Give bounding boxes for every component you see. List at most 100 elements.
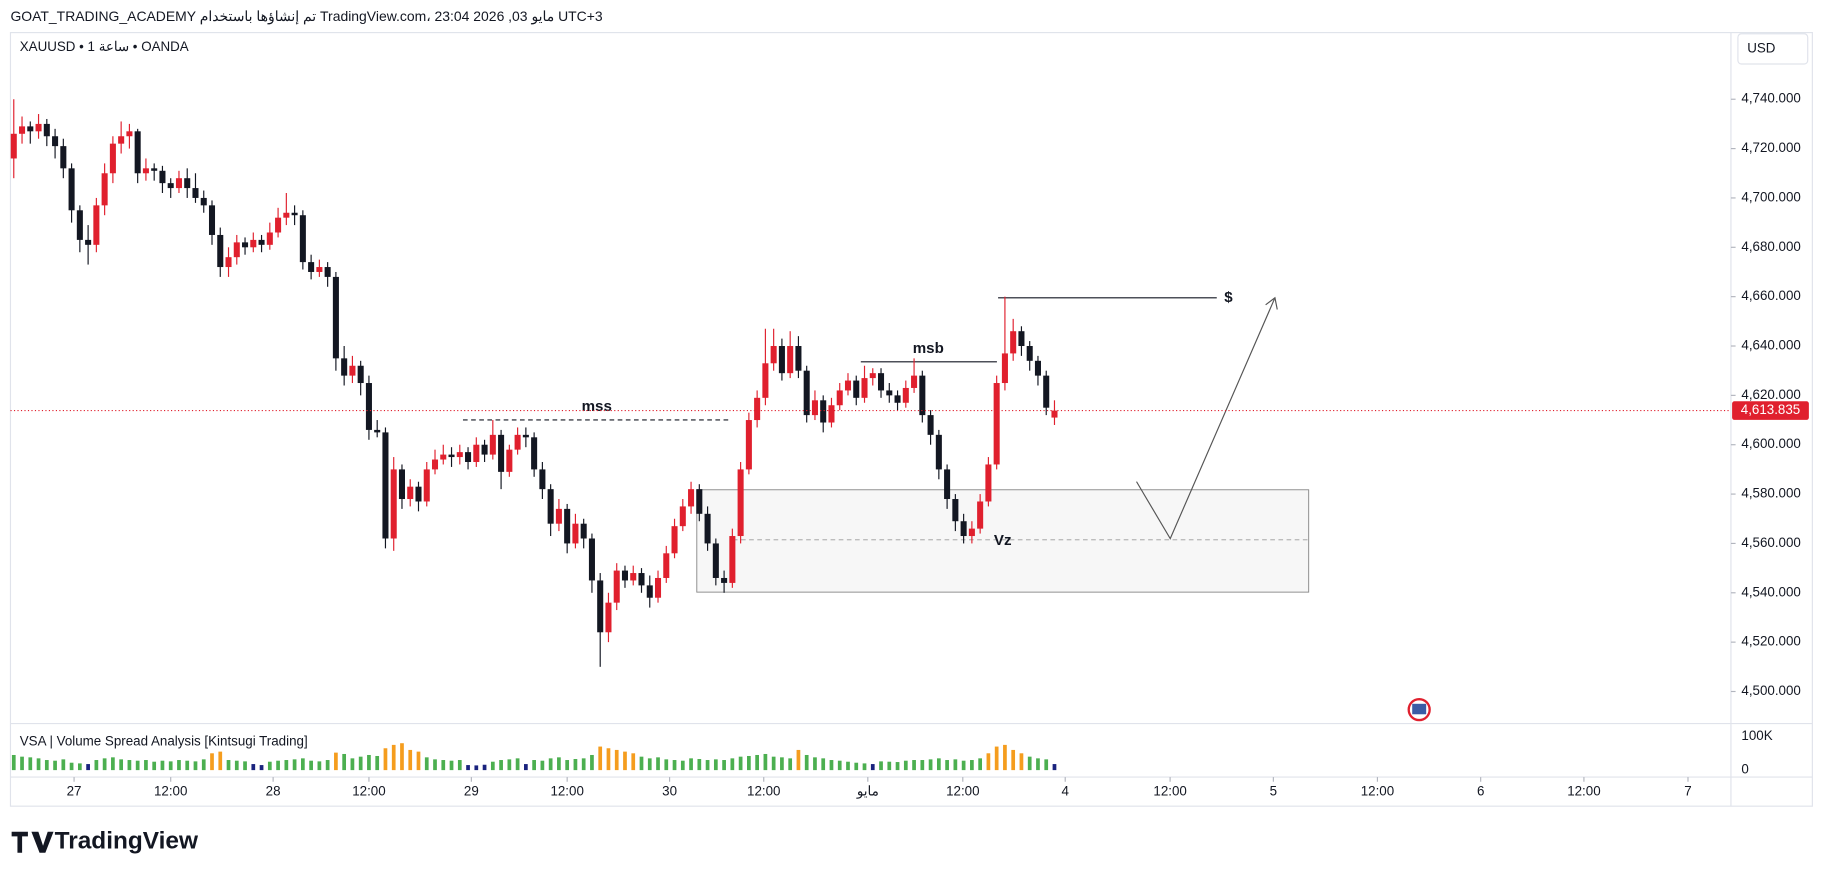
candle-body [423, 469, 430, 502]
volume-bar [474, 765, 479, 771]
volume-bar [358, 756, 363, 771]
candle-body [448, 454, 455, 458]
volume-bar [276, 760, 280, 771]
y-tick-label: 4,620.000 [1741, 387, 1800, 402]
y-tick-label: 4,680.000 [1741, 239, 1800, 254]
volume-bar [449, 760, 454, 771]
candle-body [514, 434, 521, 450]
volume-bar [482, 764, 487, 771]
candle-body [68, 168, 75, 211]
volume-bar [870, 764, 875, 771]
candle-body [109, 143, 116, 174]
currency-button[interactable] [1737, 33, 1809, 65]
candle-body [481, 444, 488, 455]
x-tick-label: 12:00 [1567, 784, 1600, 799]
candle-body [927, 415, 934, 435]
candle-body [35, 123, 42, 132]
candle-body [415, 486, 422, 502]
candle-body [341, 358, 348, 376]
candle-body [1034, 360, 1041, 376]
candle-body [242, 242, 249, 248]
volume-bar [796, 749, 801, 771]
volume-bar [77, 763, 82, 771]
volume-bar [334, 752, 338, 771]
candle-body [968, 528, 975, 537]
volume-bar [1052, 764, 1057, 771]
candle-body [407, 486, 414, 500]
candle-body [630, 573, 637, 581]
candle-body [836, 390, 843, 406]
volume-tick-label: 100K [1741, 728, 1772, 743]
volume-bar [730, 758, 735, 771]
logo-text: TradingView [55, 828, 199, 855]
candle-body [126, 131, 133, 137]
y-tick-label: 4,540.000 [1741, 584, 1800, 599]
x-tick-label: 28 [266, 784, 281, 799]
candle-body [605, 602, 612, 633]
volume-bar [928, 759, 933, 771]
annotation: mss [582, 398, 612, 415]
volume-bar [193, 761, 198, 771]
volume-bar [1036, 758, 1040, 771]
candle-body [539, 469, 546, 490]
volume-bar [243, 761, 247, 771]
volume-bar [342, 753, 347, 771]
last-price-label: 4,613.835 [1741, 402, 1800, 417]
volume-bar [383, 748, 388, 771]
volume-bar [177, 760, 181, 771]
volume-bar [210, 753, 214, 771]
candle-body [308, 262, 315, 272]
candle-body [27, 126, 34, 132]
candle-body [200, 197, 207, 206]
candle-body [762, 363, 769, 398]
candle-body [712, 543, 719, 578]
volume-bar [672, 760, 677, 771]
volume-bar [780, 757, 784, 771]
volume-bar [350, 758, 355, 771]
volume-bar [961, 760, 966, 771]
volume-bar [94, 760, 99, 771]
x-tick-label: 12:00 [747, 784, 780, 799]
volume-bar [747, 755, 751, 771]
zone-box [696, 489, 1310, 593]
volume-bar [44, 760, 49, 771]
candle-body [861, 378, 868, 398]
candle-body [76, 210, 83, 240]
volume-bar [300, 758, 305, 771]
volume-bar [821, 758, 826, 771]
candle-body [43, 123, 50, 137]
y-tick-label: 4,700.000 [1741, 189, 1800, 204]
volume-bar [945, 760, 949, 771]
volume-bar [367, 754, 371, 771]
candle-body [142, 168, 149, 174]
candle-body [266, 232, 273, 245]
candle-body [828, 405, 835, 423]
x-tick-label: 12:00 [1361, 784, 1394, 799]
candle-body [754, 397, 761, 421]
y-tick-label: 4,580.000 [1741, 486, 1800, 501]
x-tick-label: 4 [1061, 784, 1069, 799]
volume-bar [201, 759, 206, 771]
volume-bar [160, 760, 165, 771]
candle-body [580, 523, 587, 539]
volume-bar [994, 746, 999, 771]
candle-body [506, 449, 513, 472]
x-tick-label: 29 [464, 784, 479, 799]
candle-body [679, 506, 686, 527]
candle-body [299, 215, 306, 263]
candle-body [192, 188, 199, 198]
candle-body [382, 432, 389, 539]
y-tick-label: 4,500.000 [1741, 683, 1800, 698]
volume-bar [69, 762, 74, 771]
volume-bar [1003, 744, 1007, 771]
candle-body [721, 577, 728, 583]
x-tick-label: 6 [1477, 784, 1484, 799]
volume-bar [53, 760, 57, 771]
x-tick-label: 12:00 [550, 784, 583, 799]
candle-body [646, 585, 653, 598]
volume-bar [590, 754, 594, 771]
candle-body [19, 126, 26, 134]
currency-label[interactable]: USD [1747, 40, 1776, 55]
candle-body [374, 429, 381, 433]
volume-bar [771, 756, 776, 771]
